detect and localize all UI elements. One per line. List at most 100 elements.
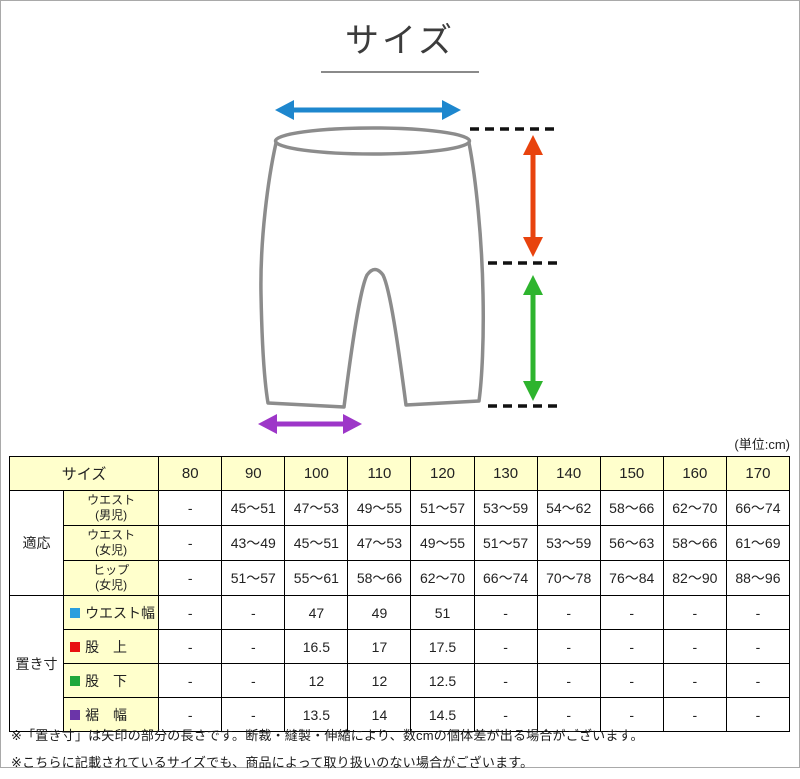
cell: 49〜55 [410,525,475,561]
cell: 12.5 [410,663,475,698]
cell: - [221,629,286,664]
cell: - [158,629,223,664]
cell: 13.5 [284,697,349,732]
cell: 82〜90 [662,560,727,596]
rise-arrow [523,135,543,257]
cell: 62〜70 [662,490,727,526]
table-header-row: サイズ 80 90 100 110 120 130 140 150 160 17… [8,456,791,491]
cell: - [536,663,601,698]
cell: - [158,490,223,526]
cell: 47〜53 [284,490,349,526]
header-size-100: 100 [284,456,349,491]
cell: 51〜57 [473,525,538,561]
cell: 16.5 [284,629,349,664]
row-label-waist-width: ウエスト幅 [63,595,160,630]
rise-marker-icon [70,641,81,652]
cell: 55〜61 [284,560,349,596]
cell: 14.5 [410,697,475,732]
cell: 45〜51 [221,490,286,526]
cell: - [536,697,601,732]
cell: - [599,629,664,664]
row-inseam: 股 下 - - 12 12 12.5 - - - - - [10,663,791,698]
row-rise: 股 上 - - 16.5 17 17.5 - - - - - [10,629,791,664]
footnote-1: ※「置き寸」は矢印の部分の長さです。断裁・縫製・伸縮により、数cmの個体差が出る… [11,728,644,743]
cell: 56〜63 [599,525,664,561]
label-line2: (女児) [95,578,128,592]
cell: 58〜66 [347,560,412,596]
cell: 61〜69 [725,525,791,561]
waist-width-marker-icon [70,607,81,618]
header-size-130: 130 [473,456,538,491]
cell: 49 [347,595,412,630]
cell: - [473,595,538,630]
cell: 70〜78 [536,560,601,596]
cell: - [536,629,601,664]
header-size-label: サイズ [8,456,160,491]
cell: 54〜62 [536,490,601,526]
inseam-arrow [523,275,543,401]
cell: - [599,663,664,698]
cell: 47 [284,595,349,630]
cell: 76〜84 [599,560,664,596]
row-waist-width: 置き寸 ウエスト幅 - - 47 49 51 - - - - - [8,595,791,732]
cell: - [599,595,664,630]
row-hip-girls: ヒップ (女児) - 51〜57 55〜61 58〜66 62〜70 66〜74… [10,560,791,596]
cell: 66〜74 [473,560,538,596]
cell: - [473,663,538,698]
cell: - [662,595,727,630]
cell: - [158,560,223,596]
row-label-text: 股 下 [85,672,128,689]
cell: 62〜70 [410,560,475,596]
cell: - [221,697,286,732]
row-label-hem-width: 裾 幅 [63,697,160,732]
header-size-120: 120 [410,456,475,491]
cell: - [158,663,223,698]
unit-label: (単位:cm) [734,437,790,452]
label-line2: (男児) [95,508,128,522]
waistband-outline [273,126,472,156]
hem-width-marker-icon [70,709,81,720]
row-label-waist-girls: ウエスト (女児) [63,525,160,561]
label-line1: ウエスト [87,528,136,542]
row-label-rise: 股 上 [63,629,160,664]
header-size-140: 140 [536,456,601,491]
cell: 58〜66 [599,490,664,526]
row-label-inseam: 股 下 [63,663,160,698]
cell: - [473,629,538,664]
cell: - [725,663,791,698]
cell: 12 [284,663,349,698]
cell: 51〜57 [221,560,286,596]
label-line1: ウエスト [87,493,136,507]
cell: 49〜55 [347,490,412,526]
cell: 17.5 [410,629,475,664]
cell: 53〜59 [536,525,601,561]
cell: 51 [410,595,475,630]
cell: 88〜96 [725,560,791,596]
label-line1: ヒップ [93,563,130,577]
cell: - [662,697,727,732]
cell: 43〜49 [221,525,286,561]
page-title: サイズ [321,13,479,73]
row-label-text: 股 上 [85,638,128,655]
cell: 66〜74 [725,490,791,526]
cell: 51〜57 [410,490,475,526]
header-size-150: 150 [599,456,664,491]
row-label-text: ウエスト幅 [85,604,156,621]
waist-width-arrow [275,100,461,120]
header-size-170: 170 [725,456,791,491]
footnotes: ※「置き寸」は矢印の部分の長さです。断裁・縫製・伸縮により、数cmの個体差が出る… [11,725,791,779]
cell: - [473,697,538,732]
cell: 47〜53 [347,525,412,561]
cell: - [158,595,223,630]
hem-width-arrow [258,414,362,434]
row-waist-boys: 適応 ウエスト (男児) - 45〜51 47〜53 49〜55 51〜57 5… [8,490,791,596]
cell: 17 [347,629,412,664]
header-size-160: 160 [662,456,727,491]
shorts-measurement-diagram [258,100,560,434]
cell: - [725,629,791,664]
shorts-outline [259,141,486,409]
header-size-80: 80 [158,456,223,491]
cell: - [221,663,286,698]
cell: - [536,595,601,630]
